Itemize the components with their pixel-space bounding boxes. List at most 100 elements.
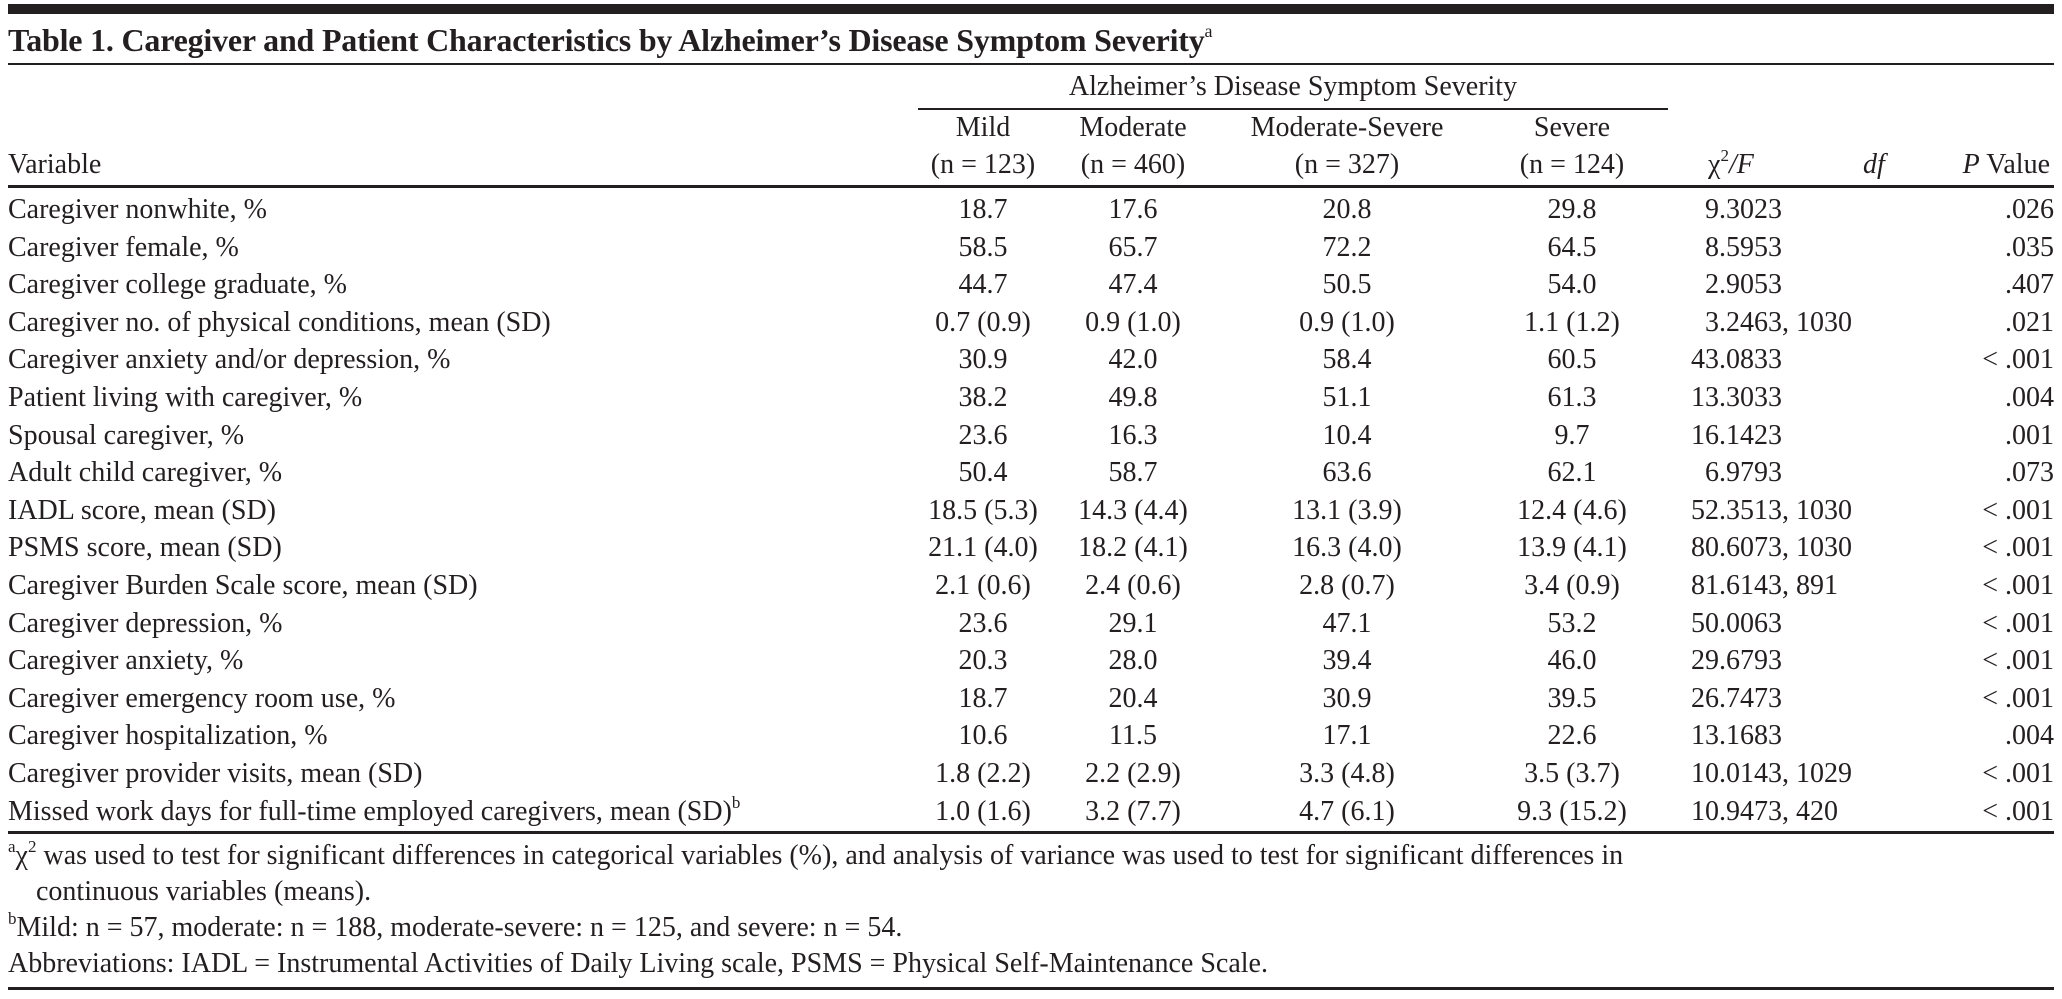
cell-mild: 38.2 — [958, 381, 1008, 413]
cell-chi-f: 13.168 — [1691, 720, 1768, 752]
cell-moderate-severe: 39.4 — [1322, 645, 1372, 677]
cell-severe: 22.6 — [1547, 720, 1597, 752]
table-title: Table 1. Caregiver and Patient Character… — [8, 21, 1213, 58]
cell-chi-f: 26.747 — [1691, 682, 1768, 714]
cell-moderate: 49.8 — [1108, 381, 1158, 413]
cell-mild: 58.5 — [958, 231, 1008, 263]
title-rule — [8, 63, 2054, 65]
cell-variable: Caregiver emergency room use, % — [8, 682, 396, 714]
cell-moderate: 14.3 (4.4) — [1078, 494, 1188, 526]
cell-chi-f: 3.246 — [1705, 306, 1768, 338]
cell-chi-f: 8.595 — [1705, 231, 1768, 263]
footnote-a: aχ2 was used to test for significant dif… — [8, 837, 1624, 871]
cell-mild: 44.7 — [958, 269, 1008, 301]
cell-df: 3, 1030 — [1768, 306, 1852, 338]
cell-variable: Spousal caregiver, % — [8, 419, 245, 451]
cell-variable: Caregiver provider visits, mean (SD) — [8, 757, 423, 789]
table-row: Caregiver nonwhite, % 18.7 17.6 20.8 29.8 9.3… — [8, 191, 2054, 229]
cell-moderate-severe: 10.4 — [1322, 419, 1372, 451]
col-header-p-value: P Value — [1962, 149, 2050, 180]
cell-p-value: .026 — [2005, 194, 2054, 225]
table-row: Caregiver emergency room use, % 18.7 20.4 3… — [8, 680, 2054, 718]
cell-variable: Caregiver college graduate, % — [8, 269, 347, 301]
cell-severe: 13.9 (4.1) — [1517, 532, 1627, 564]
cell-severe: 29.8 — [1547, 194, 1597, 225]
cell-variable: Caregiver Burden Scale score, mean (SD) — [8, 569, 478, 601]
col-header-df: df — [1863, 149, 1885, 180]
table-row: IADL score, mean (SD) 18.5 (5.3) 14.3 (4.4… — [8, 492, 2054, 530]
cell-moderate: 2.4 (0.6) — [1085, 569, 1181, 601]
cell-p-value: < .001 — [1982, 494, 2054, 526]
col-header-moderate: Moderate — [1079, 112, 1187, 143]
cell-moderate-severe: 50.5 — [1322, 269, 1372, 301]
cell-variable: Caregiver anxiety, % — [8, 645, 244, 677]
table-row: Caregiver hospitalization, % 10.6 11.5 17.1… — [8, 717, 2054, 755]
cell-severe: 61.3 — [1547, 381, 1597, 413]
cell-p-value: < .001 — [1982, 569, 2054, 601]
cell-moderate-severe: 58.4 — [1322, 344, 1372, 376]
table-row: Caregiver college graduate, % 44.7 47.4 50.… — [8, 266, 2054, 304]
cell-p-value: < .001 — [1982, 682, 2054, 714]
cell-severe: 12.4 (4.6) — [1517, 494, 1627, 526]
cell-severe: 54.0 — [1547, 269, 1597, 301]
cell-mild: 10.6 — [958, 720, 1008, 752]
cell-moderate-severe: 63.6 — [1322, 457, 1372, 489]
cell-severe: 39.5 — [1547, 682, 1597, 714]
cell-variable: Caregiver no. of physical conditions, me… — [8, 306, 551, 338]
cell-df: 3 — [1768, 419, 1782, 451]
cell-moderate-severe: 72.2 — [1322, 231, 1372, 263]
cell-moderate: 18.2 (4.1) — [1078, 532, 1188, 564]
table-row: Caregiver female, % 58.5 65.7 72.2 64.5 8.595… — [8, 229, 2054, 267]
cell-p-value: .073 — [2005, 457, 2054, 489]
table-body: Caregiver nonwhite, % 18.7 17.6 20.8 29.8 9.3… — [8, 191, 2054, 830]
col-header-moderate-n: (n = 460) — [1080, 149, 1186, 180]
cell-mild: 18.7 — [958, 194, 1008, 225]
table-row: Caregiver anxiety and/or depression, % 30… — [8, 341, 2054, 379]
table-bottom-rule — [8, 831, 2054, 834]
cell-mild: 2.1 (0.6) — [935, 569, 1031, 601]
col-header-mild: Mild — [955, 112, 1011, 143]
cell-p-value: < .001 — [1982, 532, 2054, 564]
cell-df: 3 — [1768, 269, 1782, 301]
cell-df: 3 — [1768, 344, 1782, 376]
table-row: Caregiver Burden Scale score, mean (SD) 2… — [8, 567, 2054, 605]
cell-chi-f: 81.614 — [1691, 569, 1768, 601]
col-header-moderate-severe-n: (n = 327) — [1294, 149, 1400, 180]
cell-moderate-severe: 20.8 — [1322, 194, 1372, 225]
cell-mild: 20.3 — [958, 645, 1008, 677]
cell-chi-f: 10.947 — [1691, 795, 1768, 827]
cell-mild: 21.1 (4.0) — [928, 532, 1038, 564]
cell-severe: 60.5 — [1547, 344, 1597, 376]
cell-p-value: < .001 — [1982, 607, 2054, 639]
cell-chi-f: 10.014 — [1691, 757, 1768, 789]
cell-severe: 53.2 — [1547, 607, 1597, 639]
table-row: Caregiver no. of physical conditions, me… — [8, 304, 2054, 342]
cell-p-value: < .001 — [1982, 757, 2054, 789]
footnote-abbreviations: Abbreviations: IADL = Instrumental Activ… — [8, 948, 1268, 979]
cell-moderate: 17.6 — [1108, 194, 1158, 225]
cell-mild: 18.5 (5.3) — [928, 494, 1038, 526]
cell-df: 3, 891 — [1768, 569, 1838, 601]
cell-p-value: < .001 — [1982, 344, 2054, 376]
footnote-b: bMild: n = 57, moderate: n = 188, modera… — [8, 909, 903, 943]
cell-moderate-severe: 3.3 (4.8) — [1299, 757, 1395, 789]
cell-variable: Caregiver depression, % — [8, 607, 283, 639]
cell-df: 3, 1030 — [1768, 532, 1852, 564]
cell-chi-f: 52.351 — [1691, 494, 1768, 526]
cell-chi-f: 43.083 — [1691, 344, 1768, 376]
title-footnote-marker: a — [1204, 21, 1213, 41]
cell-mild: 30.9 — [958, 344, 1008, 376]
cell-mild: 18.7 — [958, 682, 1008, 714]
cell-mild: 1.8 (2.2) — [935, 757, 1031, 789]
cell-moderate-severe: 16.3 (4.0) — [1292, 532, 1402, 564]
table-row: Spousal caregiver, % 23.6 16.3 10.4 9.7 16.14… — [8, 417, 2054, 455]
cell-severe: 3.5 (3.7) — [1524, 757, 1620, 789]
cell-moderate: 28.0 — [1108, 645, 1158, 677]
cell-moderate-severe: 30.9 — [1322, 682, 1372, 714]
cell-mild: 0.7 (0.9) — [935, 306, 1031, 338]
cell-moderate-severe: 51.1 — [1322, 381, 1372, 413]
cell-severe: 62.1 — [1547, 457, 1597, 489]
spanner-rule — [918, 108, 1668, 110]
cell-df: 3 — [1768, 607, 1782, 639]
table-row: Patient living with caregiver, % 38.2 49.8… — [8, 379, 2054, 417]
